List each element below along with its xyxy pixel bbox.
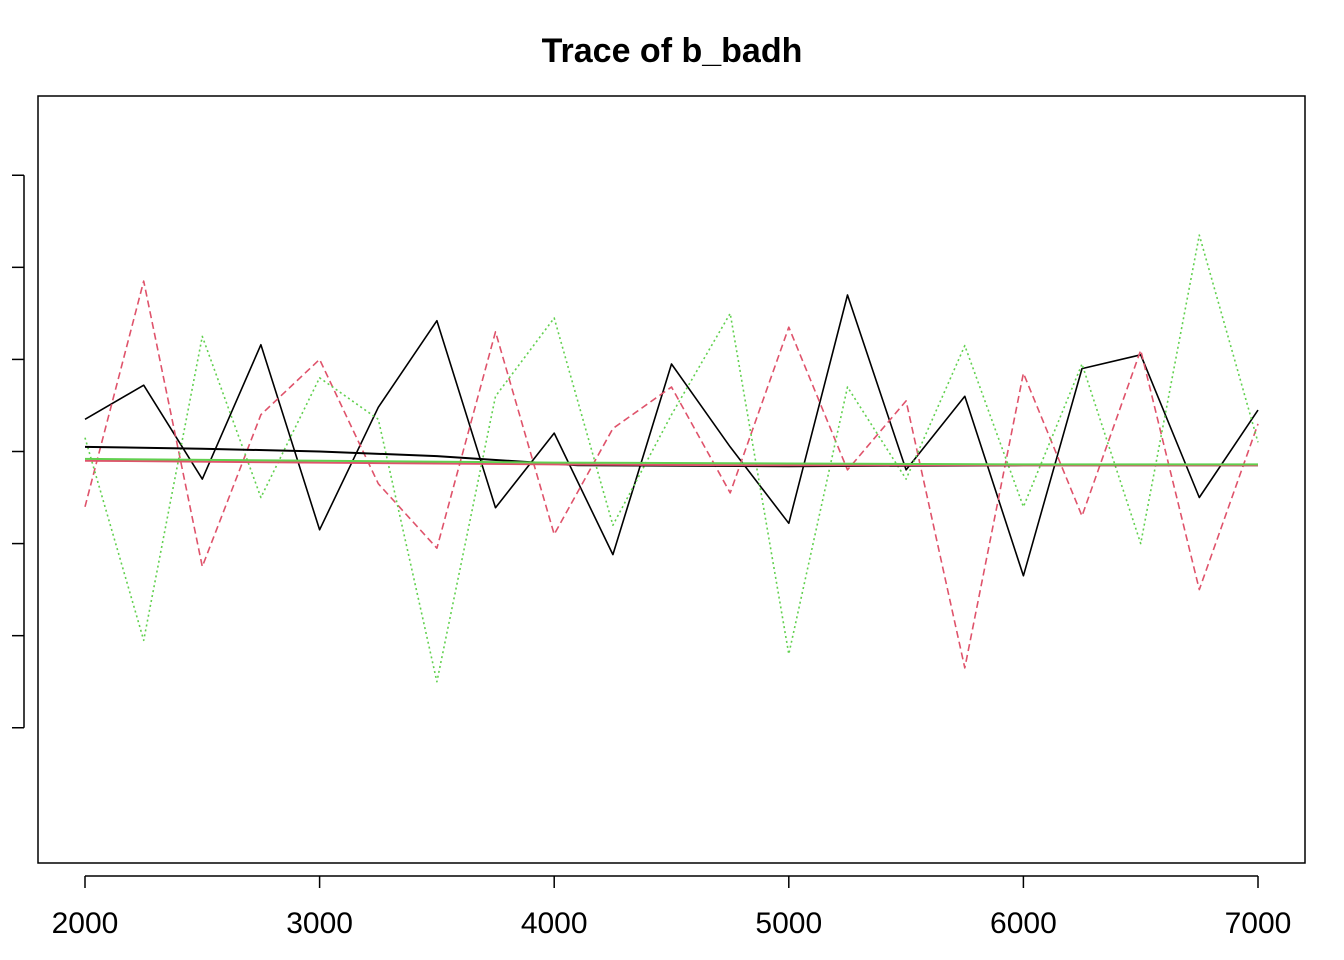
series-layer — [84, 234, 1259, 683]
x-axis: 2000 3000 4000 5000 6000 7000 — [52, 875, 1292, 940]
running-mean-layer — [84, 445, 1258, 468]
running-mean-3 — [84, 457, 1258, 466]
x-tick-label: 7000 — [1225, 907, 1292, 940]
trace-series-2 — [84, 280, 1259, 669]
x-tick-label: 5000 — [755, 907, 822, 940]
y-axis — [12, 174, 25, 729]
x-tick-label: 3000 — [286, 907, 353, 940]
trace-series-1 — [84, 294, 1259, 577]
x-tick-label: 4000 — [521, 907, 588, 940]
x-tick-label: 6000 — [990, 907, 1057, 940]
trace-series-3 — [84, 234, 1259, 683]
x-tick-label: 2000 — [52, 907, 119, 940]
chart-title: Trace of b_badh — [542, 32, 803, 70]
plot-frame — [37, 95, 1306, 864]
